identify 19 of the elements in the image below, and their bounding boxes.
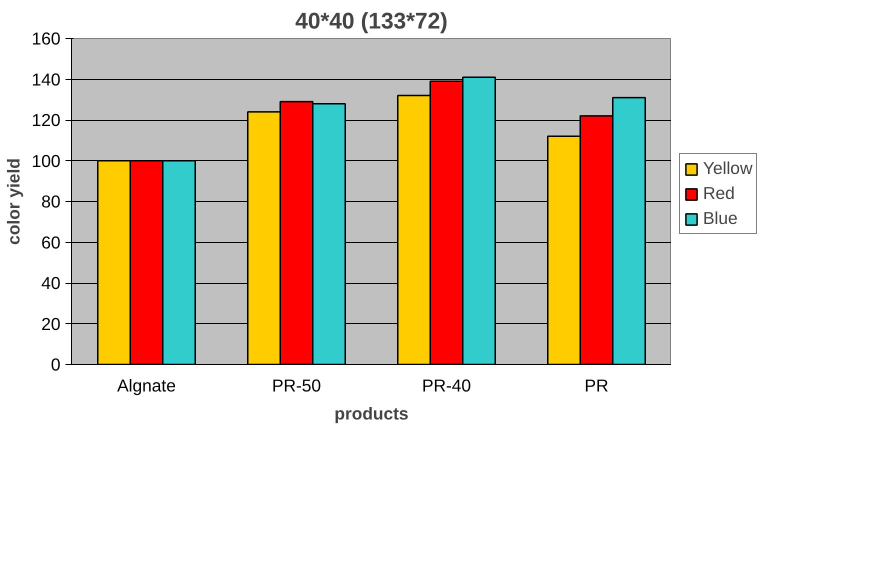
x-tick-label: PR-50	[272, 376, 322, 396]
y-tick-label: 160	[32, 28, 61, 48]
y-tick-label: 80	[41, 192, 61, 212]
y-tick-label: 140	[32, 69, 61, 90]
y-tick-label: 0	[50, 354, 61, 374]
chart-title: 40*40 (133*72)	[295, 8, 448, 34]
y-axis-title: color yield	[4, 158, 24, 245]
y-tick-label: 100	[32, 150, 61, 171]
y-tick-label: 120	[32, 110, 61, 130]
y-tick-label: 40	[41, 273, 61, 293]
x-axis-title: products	[334, 404, 409, 424]
y-tick-label: 20	[41, 314, 61, 334]
legend-label: Red	[703, 183, 735, 204]
x-tick-label: PR-40	[422, 376, 472, 396]
y-tick-label: 60	[41, 232, 61, 252]
legend-label: Blue	[703, 208, 738, 229]
x-tick-label: Algnate	[117, 376, 176, 396]
legend-label: Yellow	[703, 158, 752, 179]
x-tick-label: PR	[584, 376, 609, 396]
